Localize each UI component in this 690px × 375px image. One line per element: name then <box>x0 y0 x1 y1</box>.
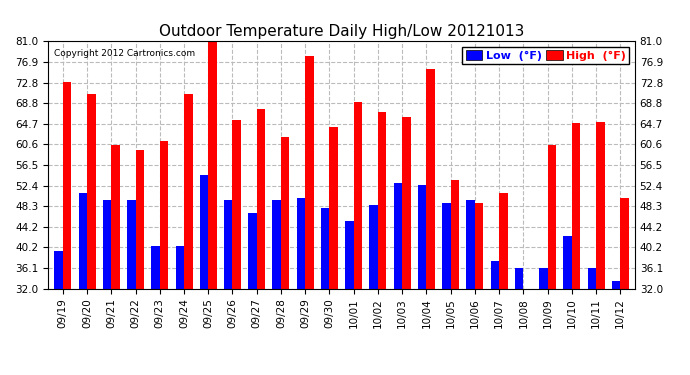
Title: Outdoor Temperature Daily High/Low 20121013: Outdoor Temperature Daily High/Low 20121… <box>159 24 524 39</box>
Bar <box>402 117 411 289</box>
Bar <box>491 261 499 289</box>
Bar <box>369 206 378 289</box>
Bar <box>248 213 257 289</box>
Bar <box>329 127 338 289</box>
Bar <box>257 110 265 289</box>
Bar <box>563 236 572 289</box>
Bar <box>208 41 217 289</box>
Bar <box>378 112 386 289</box>
Legend: Low  (°F), High  (°F): Low (°F), High (°F) <box>462 47 629 64</box>
Bar <box>135 150 144 289</box>
Bar <box>175 246 184 289</box>
Bar <box>345 220 354 289</box>
Bar <box>612 281 620 289</box>
Bar <box>548 145 556 289</box>
Bar <box>79 193 87 289</box>
Bar <box>475 203 483 289</box>
Bar <box>354 102 362 289</box>
Bar <box>539 267 548 289</box>
Bar <box>620 198 629 289</box>
Bar <box>87 94 95 289</box>
Bar <box>111 145 120 289</box>
Text: Copyright 2012 Cartronics.com: Copyright 2012 Cartronics.com <box>55 49 195 58</box>
Bar <box>184 94 193 289</box>
Bar <box>588 267 596 289</box>
Bar <box>515 267 523 289</box>
Bar <box>466 200 475 289</box>
Bar <box>151 246 160 289</box>
Bar <box>499 193 508 289</box>
Bar <box>305 56 314 289</box>
Bar <box>200 175 208 289</box>
Bar <box>273 200 281 289</box>
Bar <box>426 69 435 289</box>
Bar <box>55 251 63 289</box>
Bar <box>596 122 604 289</box>
Bar <box>281 137 289 289</box>
Bar <box>127 200 135 289</box>
Bar <box>394 183 402 289</box>
Bar <box>224 200 233 289</box>
Bar <box>297 198 305 289</box>
Bar <box>103 200 111 289</box>
Bar <box>233 120 241 289</box>
Bar <box>442 203 451 289</box>
Bar <box>451 180 459 289</box>
Bar <box>160 141 168 289</box>
Bar <box>321 208 329 289</box>
Bar <box>63 82 71 289</box>
Bar <box>418 185 426 289</box>
Bar <box>572 123 580 289</box>
